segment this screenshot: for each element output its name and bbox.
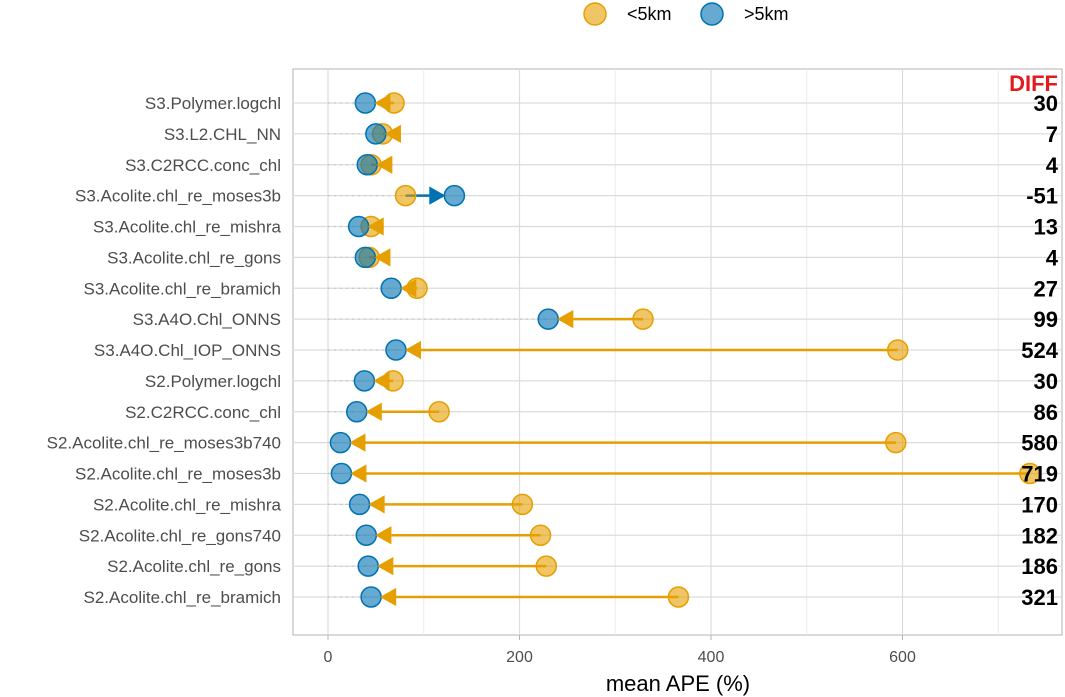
direction-arrow-head [375, 526, 392, 545]
diff-value: 170 [1021, 492, 1058, 517]
legend-swatch [700, 2, 724, 26]
direction-arrow-head [557, 310, 574, 329]
category-label: S3.Acolite.chl_re_moses3b [75, 187, 281, 206]
point-gt5km [354, 92, 377, 114]
x-tick-label: 200 [506, 649, 533, 666]
point-gt5km [365, 123, 387, 145]
legend-label: >5km [744, 4, 789, 24]
diff-value: 99 [1034, 307, 1058, 332]
point-lt5km [885, 431, 907, 454]
x-tick-label: 0 [324, 649, 333, 666]
point-gt5km [329, 431, 352, 454]
direction-arrow-head [365, 402, 382, 421]
category-label: S3.Acolite.chl_re_gons [107, 248, 281, 267]
point-gt5km [380, 277, 402, 299]
point-lt5km [886, 339, 909, 361]
point-gt5km [347, 215, 370, 238]
diff-value: 30 [1034, 91, 1058, 116]
x-tick-label: 600 [889, 649, 916, 666]
category-label: S2.Acolite.chl_re_moses3b740 [47, 434, 281, 453]
diff-value: 7 [1046, 122, 1058, 147]
point-gt5km [443, 184, 466, 207]
legend-swatch [583, 2, 607, 26]
category-label: S2.Acolite.chl_re_mishra [93, 495, 282, 514]
point-lt5km [632, 308, 654, 330]
point-lt5km [529, 524, 552, 546]
direction-arrow-head [429, 186, 446, 205]
category-label: S2.Acolite.chl_re_moses3b [75, 465, 281, 484]
direction-arrow-head [367, 217, 384, 236]
point-lt5km [428, 401, 450, 423]
category-label: S3.L2.CHL_NN [164, 125, 281, 144]
x-axis-title: mean APE (%) [606, 671, 750, 696]
direction-arrow-head [374, 94, 391, 112]
point-lt5km [667, 586, 690, 608]
category-label: S2.Acolite.chl_re_gons [107, 557, 281, 576]
point-lt5km [511, 493, 534, 516]
category-label: S2.Acolite.chl_re_gons740 [79, 526, 281, 545]
point-gt5km [353, 370, 376, 392]
category-label: S2.C2RCC.conc_chl [125, 403, 281, 422]
point-gt5km [345, 401, 368, 423]
direction-arrow-head [374, 248, 391, 267]
category-label: S3.Acolite.chl_re_mishra [93, 218, 282, 237]
diff-value: 321 [1021, 585, 1058, 610]
point-gt5km [330, 462, 353, 485]
direction-arrow-head [380, 588, 397, 606]
category-label: S3.Acolite.chl_re_bramich [84, 279, 281, 298]
legend-label: <5km [627, 4, 672, 24]
diff-value: 13 [1034, 215, 1058, 240]
direction-arrow-head [373, 371, 390, 390]
category-label: S2.Acolite.chl_re_bramich [84, 588, 281, 607]
direction-arrow-head [384, 124, 401, 143]
diff-value: 4 [1046, 153, 1059, 178]
diff-value: 580 [1021, 431, 1058, 456]
diff-value: 182 [1021, 523, 1058, 548]
diff-value: 719 [1021, 462, 1058, 487]
direction-arrow-head [368, 495, 385, 514]
diff-value: -51 [1026, 184, 1058, 209]
diff-value: 524 [1021, 338, 1058, 363]
direction-arrow-head [400, 279, 417, 298]
point-gt5km [356, 154, 379, 176]
point-lt5km [394, 184, 417, 207]
diff-value: 30 [1034, 369, 1058, 394]
plot-panel [292, 68, 1063, 636]
point-gt5km [355, 524, 378, 546]
point-gt5km [354, 246, 377, 269]
direction-arrow-head [349, 433, 366, 452]
diff-value: 4 [1046, 245, 1059, 270]
diff-value: 186 [1021, 554, 1058, 579]
category-label: S3.Polymer.logchl [145, 94, 281, 113]
category-label: S3.A4O.Chl_ONNS [133, 310, 281, 329]
point-lt5km [535, 555, 558, 577]
point-gt5km [537, 308, 559, 330]
category-label: S3.A4O.Chl_IOP_ONNS [94, 341, 281, 360]
direction-arrow-head [376, 155, 393, 174]
point-gt5km [360, 586, 382, 608]
category-label: S3.C2RCC.conc_chl [125, 156, 281, 175]
point-lt5km [1019, 462, 1041, 485]
direction-arrow-head [350, 464, 367, 483]
direction-arrow-head [377, 557, 394, 576]
diff-value: 27 [1034, 276, 1058, 301]
point-gt5km [385, 339, 407, 361]
diff-header: DIFF [1009, 71, 1058, 96]
x-tick-label: 400 [698, 649, 725, 666]
point-gt5km [348, 493, 371, 516]
diff-value: 86 [1034, 400, 1058, 425]
point-gt5km [357, 555, 379, 577]
category-label: S2.Polymer.logchl [145, 372, 281, 391]
direction-arrow-head [404, 341, 421, 359]
